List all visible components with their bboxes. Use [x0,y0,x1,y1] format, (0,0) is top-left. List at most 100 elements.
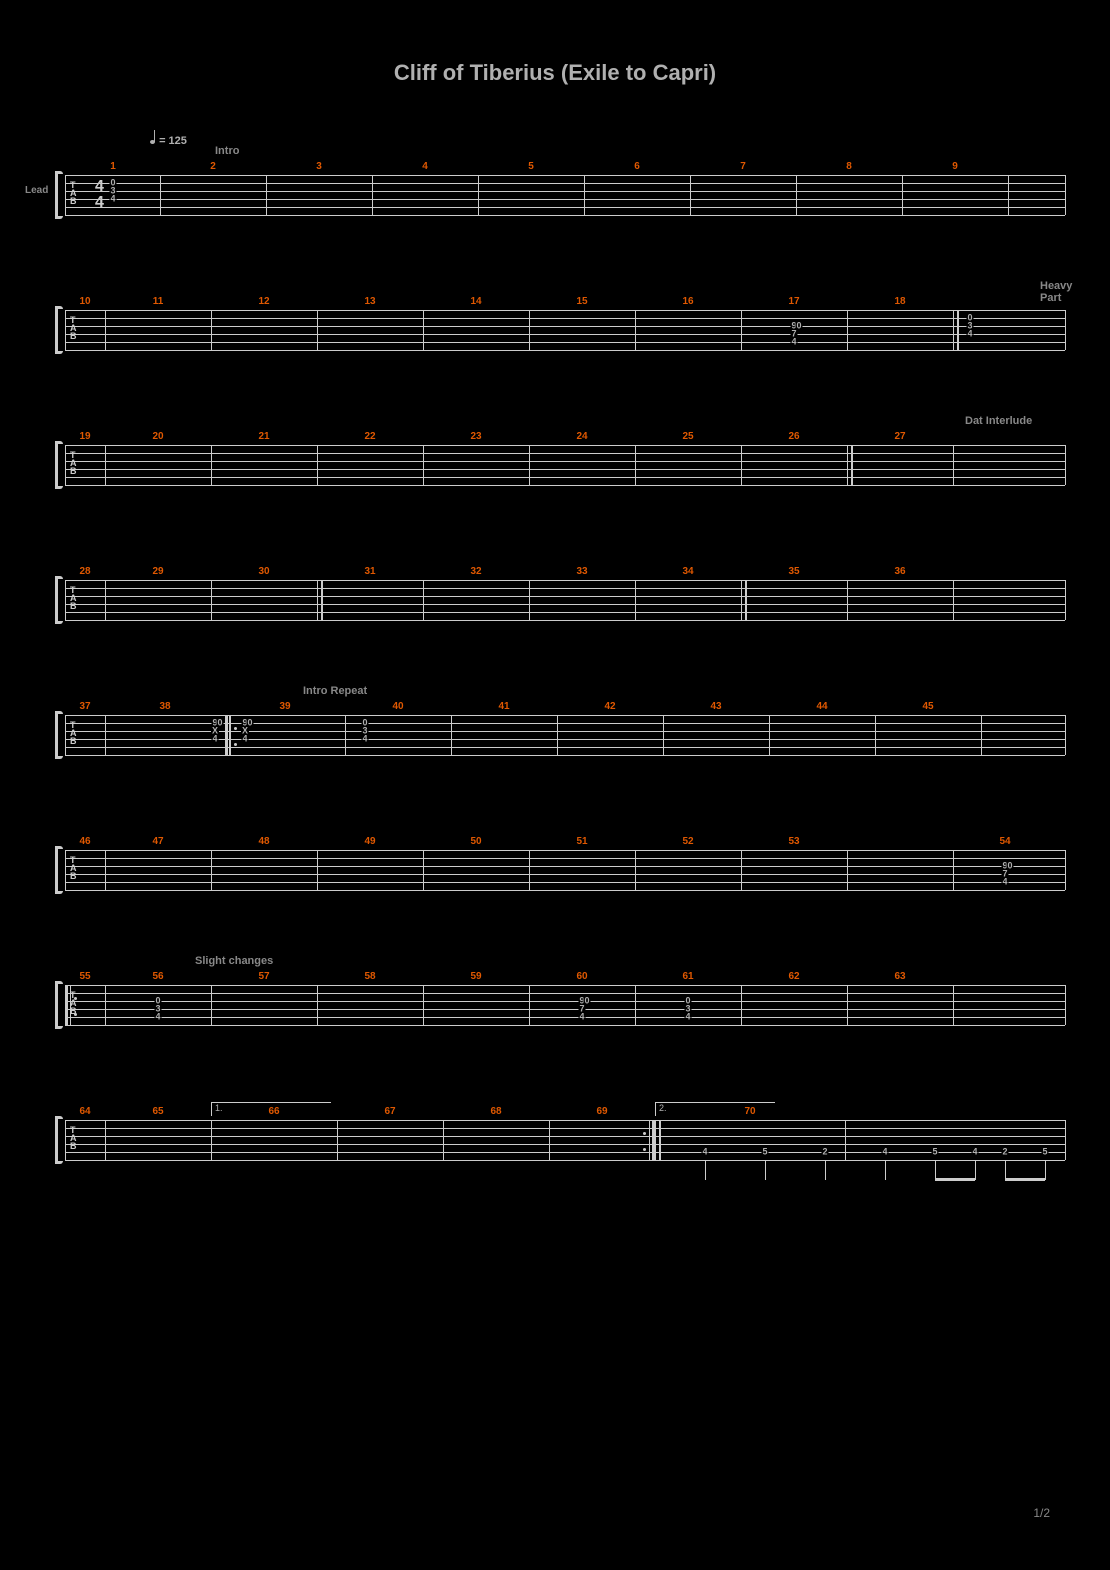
barline [741,850,742,890]
barline [847,580,848,620]
measure-number: 34 [682,566,693,577]
barline [953,445,954,485]
barline [902,175,903,215]
fret-number: 4 [241,735,248,744]
staff-line [65,604,1065,605]
measure-number: 6 [634,161,640,172]
barline [65,445,66,485]
measure-number: 67 [384,1106,395,1117]
barline [337,1120,338,1160]
measure-number: 46 [79,836,90,847]
staff-system: Dat InterludeTAB192021222324252627 [65,445,1065,485]
staff-line [65,858,1065,859]
measure-number: 44 [816,701,827,712]
staff-line [65,175,1065,176]
staff-line [65,993,1065,994]
barline [655,1120,656,1160]
measure-number: 27 [894,431,905,442]
barline [423,985,424,1025]
measure-number: 63 [894,971,905,982]
barline [317,850,318,890]
barline [981,715,982,755]
barline [796,175,797,215]
measure-number: 56 [152,971,163,982]
barline [211,1120,212,1160]
barline [529,445,530,485]
note-stem [935,1160,936,1180]
barline [635,310,636,350]
barline [584,175,585,215]
repeat-dot [74,1013,77,1016]
barline [65,1120,66,1160]
barline [1065,175,1066,215]
staff-line [65,310,1065,311]
barline [443,1120,444,1160]
measure-number: 4 [422,161,428,172]
repeat-dot [234,727,237,730]
repeat-start [225,715,228,755]
note-beam [935,1178,975,1181]
barline [65,310,66,350]
measure-number: 39 [279,701,290,712]
barline [847,310,848,350]
tab-clef: TAB [70,451,76,475]
measure-number: 47 [152,836,163,847]
note-stem [975,1160,976,1180]
measure-number: 22 [364,431,375,442]
barline [741,580,742,620]
barline [105,445,106,485]
barline [317,580,318,620]
measure-number: 7 [740,161,746,172]
barline [769,715,770,755]
measure-number: 16 [682,296,693,307]
staff-line [65,1144,1065,1145]
staff-line [65,1128,1065,1129]
barline [953,985,954,1025]
barline [65,850,66,890]
barline [690,175,691,215]
barline [1008,175,1009,215]
barline [317,985,318,1025]
staff-line [65,1136,1065,1137]
measure-number: 37 [79,701,90,712]
system-bracket [55,713,61,757]
measure-number: 21 [258,431,269,442]
staff-line [65,199,1065,200]
measure-number: 28 [79,566,90,577]
staff-line [65,445,1065,446]
double-barline [745,580,747,620]
barline [741,310,742,350]
measure-number: 2 [210,161,216,172]
barline [65,715,66,755]
barline [847,985,848,1025]
barline [1065,715,1066,755]
staff-line [65,485,1065,486]
barline [741,445,742,485]
staff-system: Heavy PartTAB1011121314151617189074034 [65,310,1065,350]
barline [211,445,212,485]
staff-line [65,1001,1065,1002]
measure-number: 25 [682,431,693,442]
measure-number: 14 [470,296,481,307]
repeat-dot [643,1148,646,1151]
note-stem [1005,1160,1006,1180]
fret-number: 4 [154,1013,161,1022]
system-bracket [55,443,61,487]
measure-number: 19 [79,431,90,442]
barline [105,310,106,350]
fret-number: 5 [931,1148,938,1157]
repeat-start-thin [230,715,231,755]
double-barline [957,310,959,350]
barline [160,175,161,215]
barline [663,715,664,755]
staff-line [65,215,1065,216]
page-indicator: 1/2 [1033,1506,1050,1520]
barline [635,850,636,890]
measure-number: 53 [788,836,799,847]
fret-number: 4 [1001,878,1008,887]
repeat-start [65,985,68,1025]
instrument-label: Lead [25,185,48,196]
measure-number: 31 [364,566,375,577]
measure-number: 45 [922,701,933,712]
staff-line [65,1120,1065,1121]
